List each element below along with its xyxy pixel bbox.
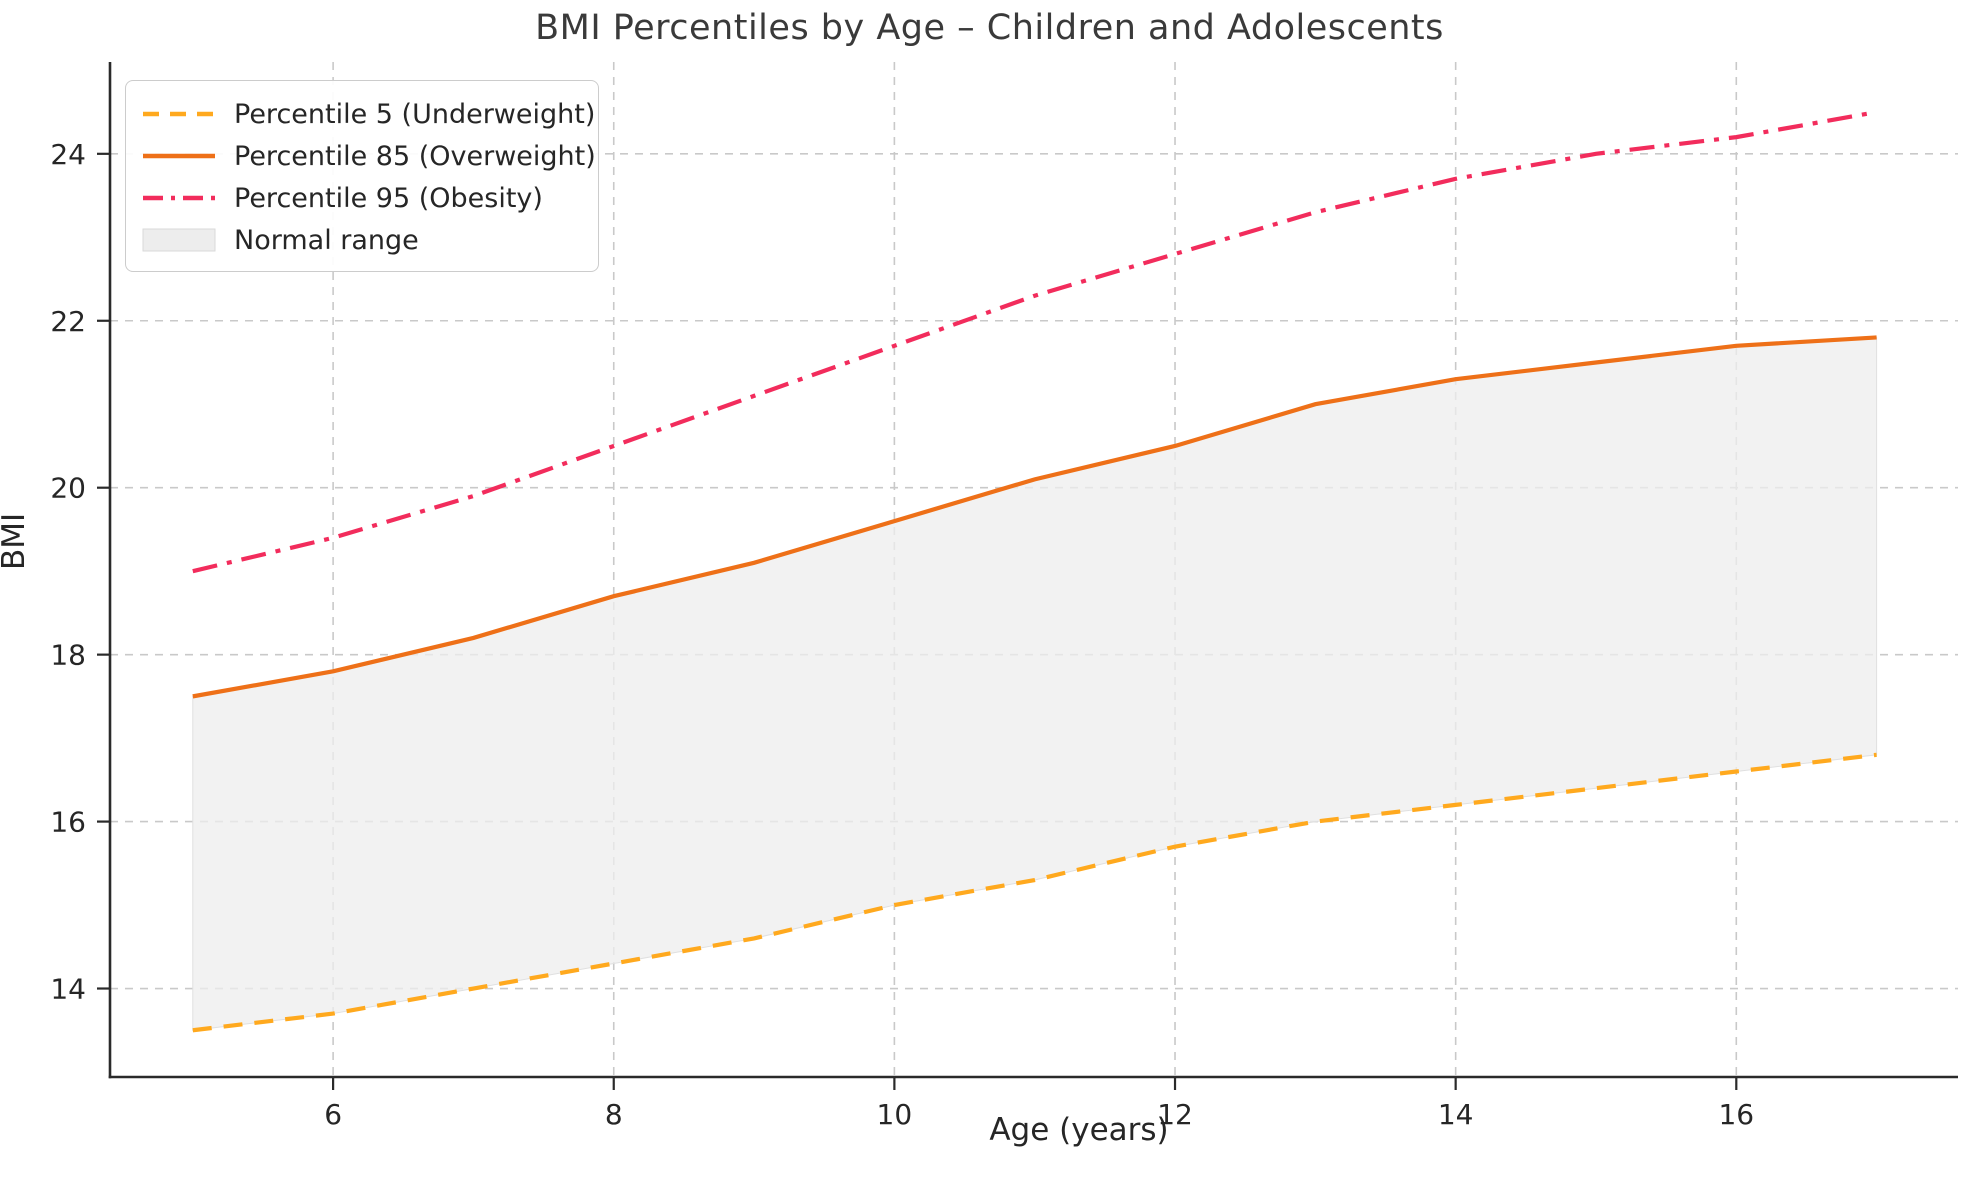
- dashdot-line-swatch: [143, 195, 215, 201]
- solid-line-swatch: [143, 153, 215, 159]
- legend-label: Percentile 5 (Underweight): [234, 98, 596, 130]
- y-tick-label: 14: [50, 973, 86, 1006]
- y-axis-label: BMI: [0, 512, 32, 570]
- y-tick-label: 24: [50, 138, 86, 171]
- normal-range-band: [192, 336, 1878, 1031]
- x-tick-label: 12: [1157, 1098, 1193, 1131]
- x-tick-label: 14: [1438, 1098, 1474, 1131]
- axis-spines: [108, 62, 1958, 1079]
- normal-range-fill: [192, 336, 1878, 1031]
- legend-item-percentile-85: Percentile 85 (Overweight): [140, 135, 596, 177]
- legend-label: Percentile 85 (Overweight): [234, 140, 596, 172]
- y-tick-label: 20: [50, 472, 86, 505]
- series-line-2: [192, 110, 1877, 574]
- y-tick-label: 16: [50, 806, 86, 839]
- legend-item-percentile-5: Percentile 5 (Underweight): [140, 93, 595, 135]
- x-tick-label: 10: [877, 1098, 913, 1131]
- y-tick-label: 22: [50, 305, 86, 338]
- y-tick-label: 18: [50, 639, 86, 672]
- legend-label: Percentile 95 (Obesity): [234, 182, 543, 214]
- series-line-1: [192, 335, 1877, 699]
- series-line-0: [192, 752, 1877, 1033]
- tick-labels: 6 8 10 12 14 16 14 16 18 20 22 24: [50, 138, 1754, 1131]
- x-axis-label: Age (years): [989, 1112, 1169, 1148]
- legend: Percentile 5 (Underweight) Percentile 85…: [125, 80, 599, 272]
- filled-patch-swatch: [142, 228, 216, 252]
- axis-ticks: [97, 152, 1738, 1090]
- x-tick-label: 6: [324, 1098, 342, 1131]
- percentile-lines: [192, 110, 1877, 1033]
- dashed-line-swatch: [143, 111, 215, 117]
- x-tick-label: 8: [605, 1098, 623, 1131]
- chart-title: BMI Percentiles by Age – Children and Ad…: [535, 8, 1444, 48]
- legend-item-percentile-95: Percentile 95 (Obesity): [140, 177, 580, 219]
- x-tick-label: 16: [1718, 1098, 1754, 1131]
- legend-item-normal-range: Normal range: [140, 219, 580, 261]
- legend-label: Normal range: [234, 224, 419, 256]
